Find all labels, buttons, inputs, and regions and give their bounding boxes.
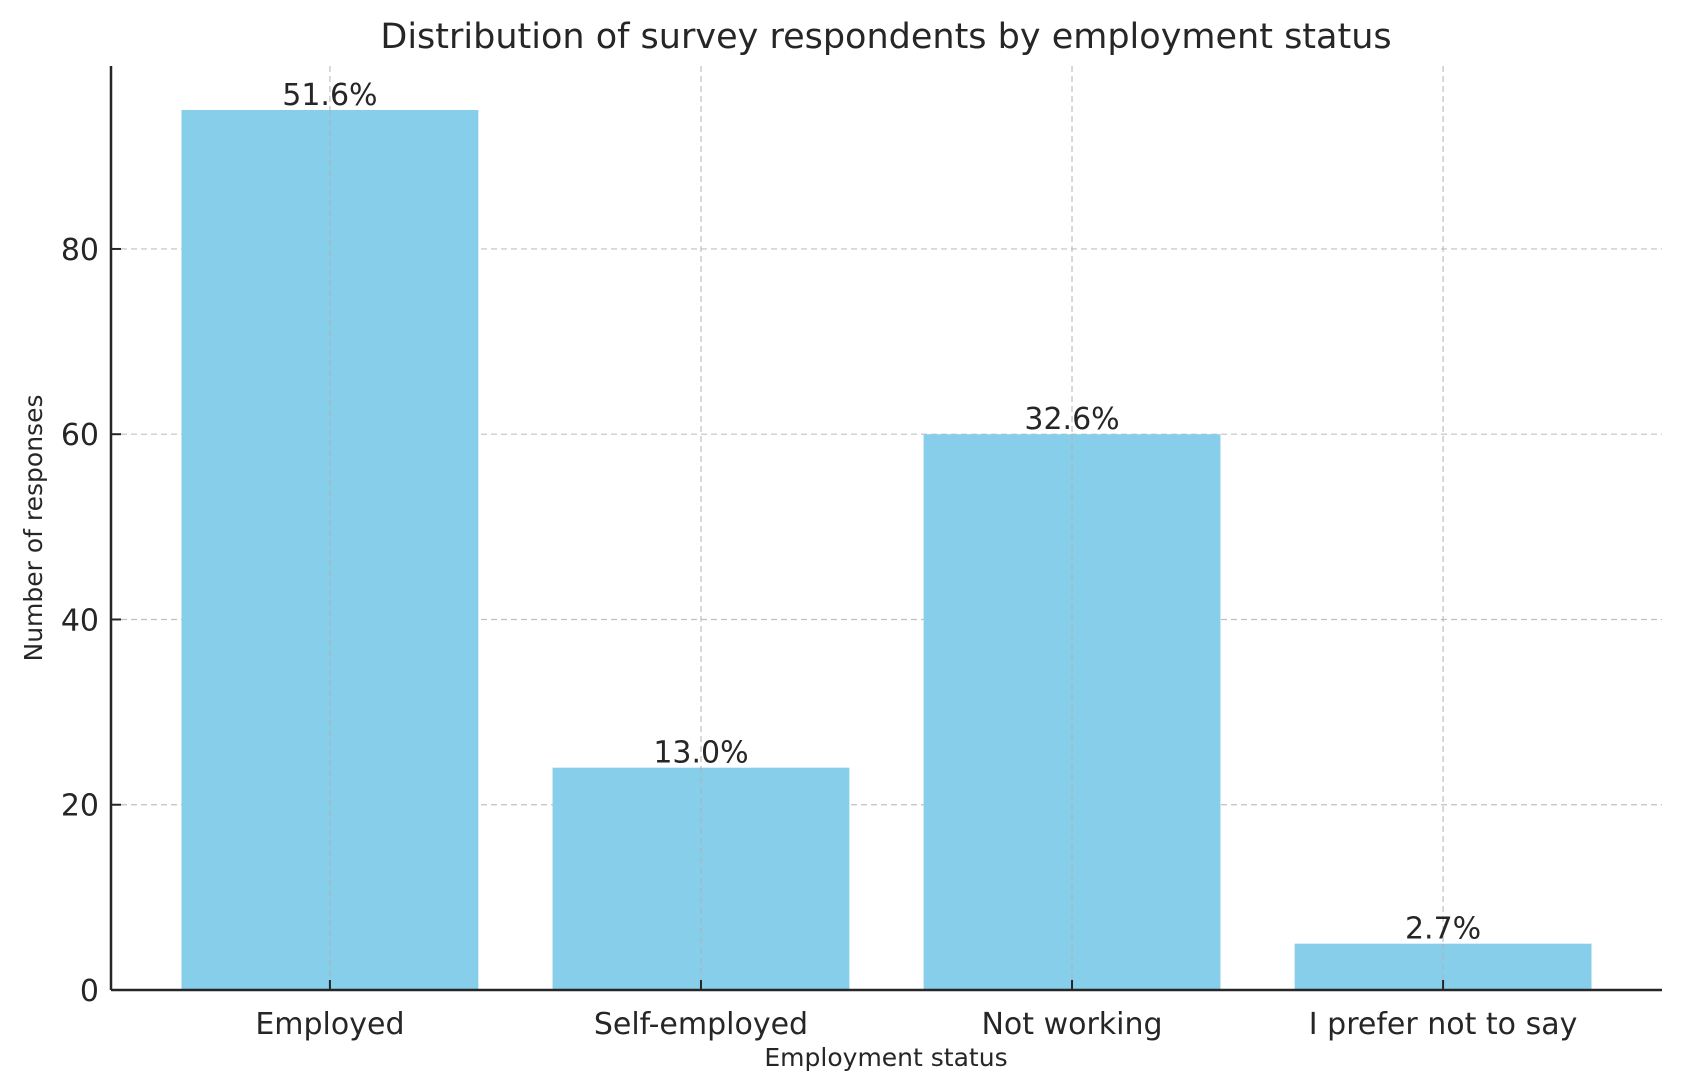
x-tick-label: Self-employed xyxy=(594,1007,808,1042)
bars xyxy=(181,110,1592,990)
axes: Employed Self-employed Not working I prefer… xyxy=(61,66,1662,1042)
x-tick-label: I prefer not to say xyxy=(1309,1007,1578,1042)
data-label: 51.6% xyxy=(282,78,377,113)
data-labels: 51.6% 13.0% 32.6% 2.7% xyxy=(282,78,1481,947)
y-tick-label: 60 xyxy=(61,418,99,453)
x-tick-label: Not working xyxy=(981,1007,1162,1042)
chart-title: Distribution of survey respondents by em… xyxy=(380,17,1391,57)
y-tick-label: 0 xyxy=(80,974,99,1009)
y-tick-label: 40 xyxy=(61,603,99,638)
y-tick-label: 20 xyxy=(61,789,99,824)
y-tick-label: 80 xyxy=(61,233,99,268)
data-label: 13.0% xyxy=(653,736,748,771)
y-axis-label: Number of responses xyxy=(19,395,48,662)
data-label: 2.7% xyxy=(1405,912,1481,947)
x-tick-label: Employed xyxy=(255,1007,404,1042)
data-label: 32.6% xyxy=(1024,402,1119,437)
x-axis-label: Employment status xyxy=(764,1043,1007,1072)
